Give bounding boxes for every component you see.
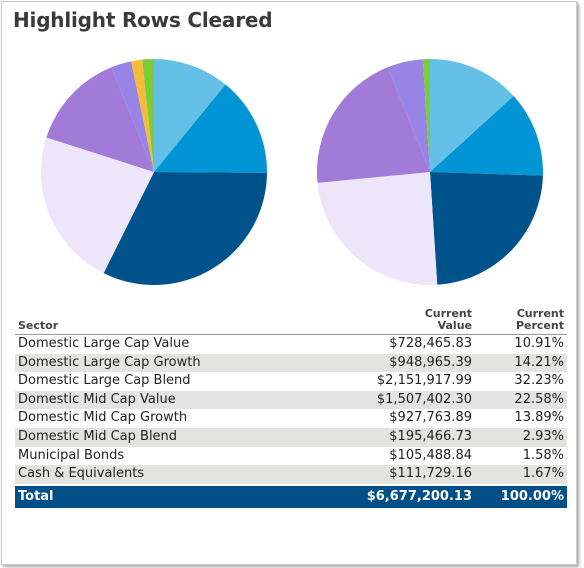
pie-slice [142, 59, 154, 172]
pie-slice [41, 137, 155, 274]
header-current-percent: Current Percent [494, 308, 564, 332]
pie-slice [422, 58, 430, 172]
row-percent: 14.21% [514, 354, 564, 370]
header-current-value-line1: Current [424, 307, 472, 320]
pie-slice [387, 59, 430, 173]
pie-slice [430, 172, 543, 285]
total-label: Total [18, 488, 54, 504]
total-value: $6,677,200.13 [366, 488, 472, 504]
pie-slice [103, 172, 268, 285]
table-row: Municipal Bonds $105,488.84 1.58% [15, 447, 567, 466]
report-panel: Highlight Rows Cleared Sector Current Va… [1, 1, 577, 565]
row-value: $948,965.39 [389, 354, 472, 370]
row-value: $1,507,402.30 [376, 391, 472, 407]
page-title: Highlight Rows Cleared [13, 8, 273, 32]
pie-slice [154, 84, 268, 173]
pie-chart-right [316, 58, 543, 286]
table-row: Domestic Mid Cap Growth $927,763.89 13.8… [15, 409, 567, 428]
pie-slice [154, 59, 226, 172]
row-percent: 1.58% [522, 447, 564, 463]
row-sector: Cash & Equivalents [18, 466, 145, 482]
total-percent: 100.00% [500, 488, 564, 504]
table-row: Domestic Mid Cap Blend $195,466.73 2.93% [15, 427, 567, 447]
header-current-value: Current Value [392, 308, 472, 332]
row-percent: 13.89% [514, 410, 564, 426]
row-value: $728,465.83 [389, 336, 472, 351]
table-row: Domestic Mid Cap Value $1,507,402.30 22.… [15, 390, 567, 410]
table-row: Domestic Large Cap Growth $948,965.39 14… [15, 353, 567, 373]
holdings-table: Sector Current Value Current Percent Dom… [15, 304, 567, 508]
row-value: $2,151,917.99 [376, 373, 472, 389]
table-row: Domestic Large Cap Value $728,465.83 10.… [15, 335, 567, 354]
row-sector: Domestic Large Cap Value [18, 336, 190, 351]
row-sector: Domestic Mid Cap Value [18, 391, 176, 407]
row-sector: Domestic Mid Cap Growth [18, 410, 188, 426]
pie-slice [111, 61, 154, 172]
pie-slice [430, 96, 543, 176]
row-sector: Domestic Large Cap Blend [18, 373, 191, 389]
pie-slice [317, 172, 438, 286]
table-row: Domestic Large Cap Blend $2,151,917.99 3… [15, 372, 567, 391]
row-percent: 10.91% [514, 336, 564, 351]
pie-slice [430, 59, 514, 172]
table-header: Sector Current Value Current Percent [15, 304, 567, 335]
row-value: $105,488.84 [389, 447, 472, 463]
row-sector: Municipal Bonds [18, 447, 125, 463]
total-row: Total $6,677,200.13 100.00% [15, 485, 567, 508]
pie-slice [131, 59, 154, 173]
row-percent: 2.93% [522, 428, 564, 444]
row-percent: 32.23% [514, 373, 564, 389]
pie-slice [316, 67, 430, 183]
pie-slice [46, 67, 154, 172]
row-value: $195,466.73 [389, 428, 472, 444]
table-row: Cash & Equivalents $111,729.16 1.67% [15, 465, 567, 484]
pie-chart-left [41, 59, 268, 285]
header-current-percent-line1: Current [516, 307, 564, 320]
row-sector: Domestic Large Cap Growth [18, 354, 201, 370]
header-current-percent-line2: Percent [515, 319, 564, 332]
row-percent: 1.67% [522, 466, 564, 482]
header-current-value-line2: Value [437, 319, 472, 332]
row-percent: 22.58% [514, 391, 564, 407]
row-value: $111,729.16 [389, 466, 472, 482]
row-sector: Domestic Mid Cap Blend [18, 428, 178, 444]
header-sector: Sector [18, 319, 59, 332]
row-value: $927,763.89 [389, 410, 472, 426]
